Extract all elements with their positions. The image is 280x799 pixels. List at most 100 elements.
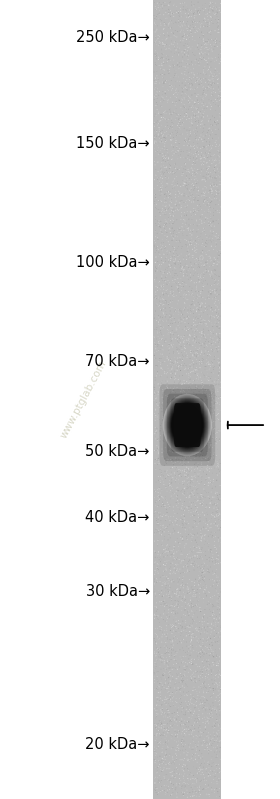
Point <box>164 466 169 479</box>
Point <box>184 278 188 291</box>
Point <box>180 515 184 528</box>
Point <box>180 702 184 714</box>
Point <box>203 191 208 204</box>
Point <box>174 91 179 104</box>
Point <box>163 203 168 216</box>
Point <box>190 348 195 361</box>
Point <box>153 411 157 423</box>
Point <box>169 687 173 700</box>
Point <box>200 346 205 359</box>
Point <box>214 552 219 565</box>
Point <box>211 619 216 632</box>
Point <box>213 636 218 649</box>
Point <box>177 314 181 327</box>
Point <box>176 6 180 19</box>
Point <box>167 103 171 116</box>
Point <box>155 698 159 710</box>
Point <box>154 25 158 38</box>
Point <box>204 192 208 205</box>
Point <box>186 620 191 633</box>
Point <box>155 575 160 588</box>
Point <box>175 284 179 296</box>
Point <box>153 225 157 237</box>
Point <box>187 755 192 768</box>
Point <box>212 303 216 316</box>
Point <box>216 12 221 25</box>
Point <box>211 431 215 444</box>
Point <box>213 104 218 117</box>
Point <box>165 627 169 640</box>
Point <box>159 662 163 675</box>
Point <box>172 698 176 711</box>
Point <box>197 232 201 244</box>
Point <box>185 745 189 757</box>
Point <box>185 427 190 440</box>
Point <box>192 184 196 197</box>
Point <box>206 139 211 152</box>
Point <box>206 733 211 746</box>
Point <box>195 25 200 38</box>
Point <box>203 485 207 498</box>
Point <box>177 469 181 482</box>
Point <box>197 290 201 303</box>
Point <box>210 345 214 358</box>
Point <box>214 63 218 76</box>
Point <box>161 77 166 89</box>
Point <box>162 435 166 448</box>
Point <box>196 165 200 177</box>
Point <box>216 123 221 136</box>
Point <box>192 193 196 206</box>
Point <box>158 471 163 483</box>
Point <box>193 352 197 364</box>
Point <box>164 448 168 461</box>
Point <box>185 264 189 277</box>
Point <box>216 369 221 382</box>
Point <box>175 177 180 190</box>
Point <box>163 693 167 706</box>
Point <box>180 721 185 734</box>
Point <box>206 757 210 769</box>
Point <box>203 54 208 67</box>
Point <box>186 695 191 708</box>
Point <box>215 714 219 727</box>
Point <box>154 14 158 26</box>
Point <box>199 458 204 471</box>
Point <box>177 626 181 638</box>
Point <box>194 213 199 225</box>
Point <box>188 230 192 243</box>
Point <box>178 142 182 155</box>
Point <box>183 75 188 88</box>
Point <box>206 236 211 248</box>
Point <box>174 678 179 690</box>
Point <box>194 776 199 789</box>
Point <box>162 53 166 66</box>
Point <box>208 78 213 90</box>
Point <box>199 107 203 120</box>
Point <box>185 561 189 574</box>
Point <box>165 642 170 654</box>
Point <box>183 276 187 288</box>
Point <box>164 598 168 610</box>
Point <box>210 168 214 181</box>
Point <box>215 600 220 613</box>
Point <box>215 790 219 799</box>
Point <box>207 200 211 213</box>
Point <box>168 642 172 655</box>
Point <box>152 188 157 201</box>
Point <box>167 300 172 313</box>
Point <box>190 785 195 798</box>
Point <box>165 380 169 392</box>
Point <box>206 562 211 575</box>
Point <box>209 10 213 23</box>
Point <box>166 192 171 205</box>
Point <box>207 649 211 662</box>
Point <box>209 288 213 300</box>
Point <box>159 184 164 197</box>
Point <box>172 7 176 20</box>
Point <box>158 28 162 41</box>
Point <box>209 28 213 41</box>
Point <box>191 681 195 694</box>
Point <box>177 75 181 88</box>
Point <box>163 788 167 799</box>
Point <box>154 163 158 176</box>
